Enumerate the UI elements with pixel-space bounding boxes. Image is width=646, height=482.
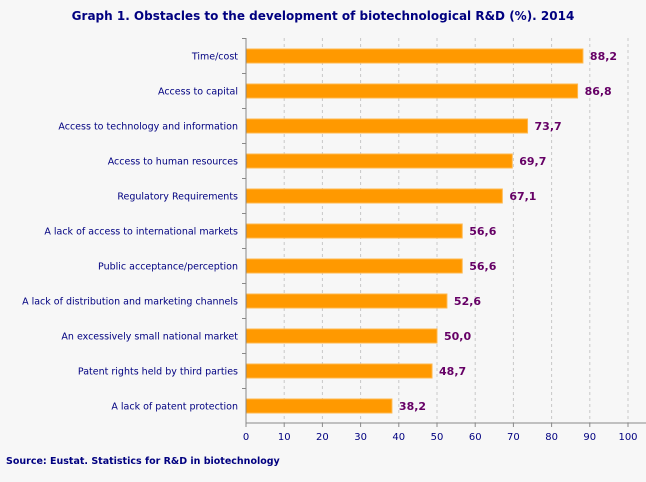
category-label: An excessively small national market [61, 332, 238, 343]
category-label: Access to human resources [108, 157, 238, 168]
category-label: Access to capital [158, 87, 238, 98]
bar [245, 328, 438, 344]
value-label: 56,6 [469, 260, 496, 273]
bar [245, 398, 393, 414]
bar [245, 223, 463, 239]
category-label: A lack of distribution and marketing cha… [22, 297, 238, 308]
value-label: 67,1 [509, 190, 536, 203]
bar [245, 188, 503, 204]
x-tick-label: 70 [507, 432, 520, 443]
category-label: A lack of patent protection [111, 402, 238, 413]
x-tick-label: 80 [545, 432, 558, 443]
value-label: 52,6 [454, 295, 481, 308]
x-tick-label: 50 [431, 432, 444, 443]
x-tick-label: 30 [354, 432, 367, 443]
category-label: Regulatory Requirements [117, 192, 238, 203]
x-tick-label: 90 [583, 432, 596, 443]
bar [245, 153, 513, 169]
bar [245, 293, 448, 309]
bar [245, 48, 584, 64]
category-label: Access to technology and information [58, 122, 238, 133]
value-label: 50,0 [444, 330, 471, 343]
value-label: 88,2 [590, 50, 617, 63]
x-tick-label: 10 [278, 432, 291, 443]
x-tick-label: 100 [618, 432, 637, 443]
bar [245, 363, 433, 379]
bar [245, 118, 529, 134]
value-label: 73,7 [535, 120, 562, 133]
value-label: 48,7 [439, 365, 466, 378]
source-note: Source: Eustat. Statistics for R&D in bi… [6, 456, 280, 467]
x-tick-label: 0 [243, 432, 249, 443]
x-tick-label: 20 [316, 432, 329, 443]
bar [245, 258, 463, 274]
category-label: Patent rights held by third parties [78, 367, 238, 378]
value-label: 69,7 [519, 155, 546, 168]
category-label: Time/cost [191, 52, 238, 63]
chart-title: Graph 1. Obstacles to the development of… [71, 9, 575, 23]
value-label: 86,8 [585, 85, 612, 98]
category-label: Public acceptance/perception [98, 262, 238, 273]
value-label: 56,6 [469, 225, 496, 238]
category-label: A lack of access to international market… [44, 227, 238, 238]
bar [245, 83, 579, 99]
x-tick-label: 40 [392, 432, 405, 443]
value-label: 38,2 [399, 400, 426, 413]
x-tick-label: 60 [469, 432, 482, 443]
